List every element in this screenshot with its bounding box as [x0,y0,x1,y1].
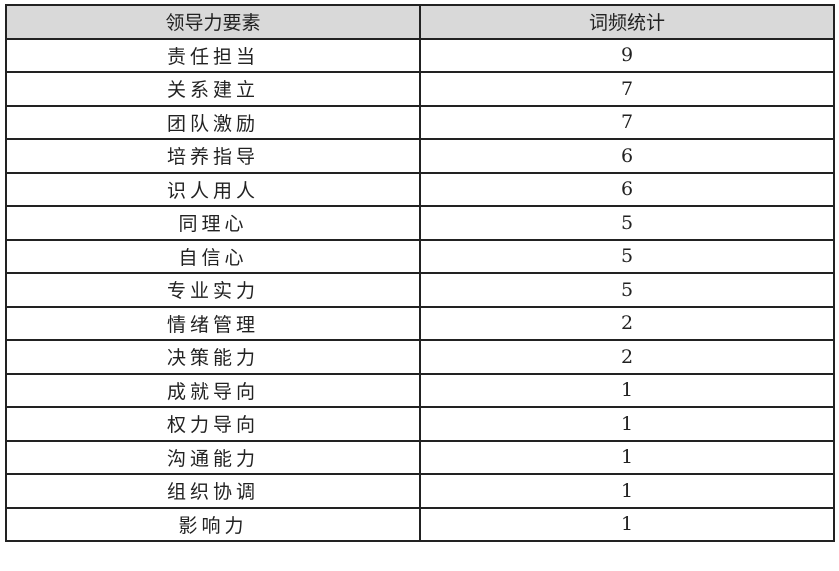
table-row: 沟通能力 1 [5,439,835,475]
frequency-cell: 9 [419,37,835,73]
table-row: 决策能力 2 [5,339,835,375]
element-cell: 关系建立 [5,71,421,107]
frequency-cell: 1 [419,473,835,509]
header-frequency: 词频统计 [419,4,835,40]
frequency-cell: 5 [419,238,835,274]
element-cell: 决策能力 [5,339,421,375]
element-cell: 成就导向 [5,372,421,408]
table-row: 专业实力 5 [5,272,835,308]
table-row: 同理心 5 [5,205,835,241]
frequency-cell: 1 [419,506,835,542]
table-row: 权力导向 1 [5,406,835,442]
frequency-cell: 5 [419,205,835,241]
frequency-cell: 7 [419,104,835,140]
element-cell: 影响力 [5,506,421,542]
frequency-cell: 7 [419,71,835,107]
frequency-cell: 6 [419,171,835,207]
element-cell: 识人用人 [5,171,421,207]
frequency-cell: 2 [419,305,835,341]
table-row: 自信心 5 [5,238,835,274]
frequency-cell: 1 [419,439,835,475]
element-cell: 情绪管理 [5,305,421,341]
element-cell: 组织协调 [5,473,421,509]
frequency-cell: 1 [419,372,835,408]
table-row: 责任担当 9 [5,37,835,73]
element-cell: 自信心 [5,238,421,274]
table-row: 识人用人 6 [5,171,835,207]
table-row: 成就导向 1 [5,372,835,408]
table-row: 培养指导 6 [5,138,835,174]
element-cell: 团队激励 [5,104,421,140]
table-row: 情绪管理 2 [5,305,835,341]
frequency-cell: 2 [419,339,835,375]
frequency-cell: 5 [419,272,835,308]
table-row: 组织协调 1 [5,473,835,509]
element-cell: 沟通能力 [5,439,421,475]
element-cell: 权力导向 [5,406,421,442]
table-row: 团队激励 7 [5,104,835,140]
header-row: 领导力要素 词频统计 [5,4,835,40]
element-cell: 同理心 [5,205,421,241]
element-cell: 培养指导 [5,138,421,174]
frequency-cell: 1 [419,406,835,442]
frequency-cell: 6 [419,138,835,174]
header-element: 领导力要素 [5,4,421,40]
table-row: 关系建立 7 [5,71,835,107]
leadership-frequency-table: 领导力要素 词频统计 责任担当 9 关系建立 7 团队激励 7 培养指导 6 识人用人 6 同理心 5… [5,4,835,542]
element-cell: 责任担当 [5,37,421,73]
element-cell: 专业实力 [5,272,421,308]
table-row: 影响力 1 [5,506,835,542]
